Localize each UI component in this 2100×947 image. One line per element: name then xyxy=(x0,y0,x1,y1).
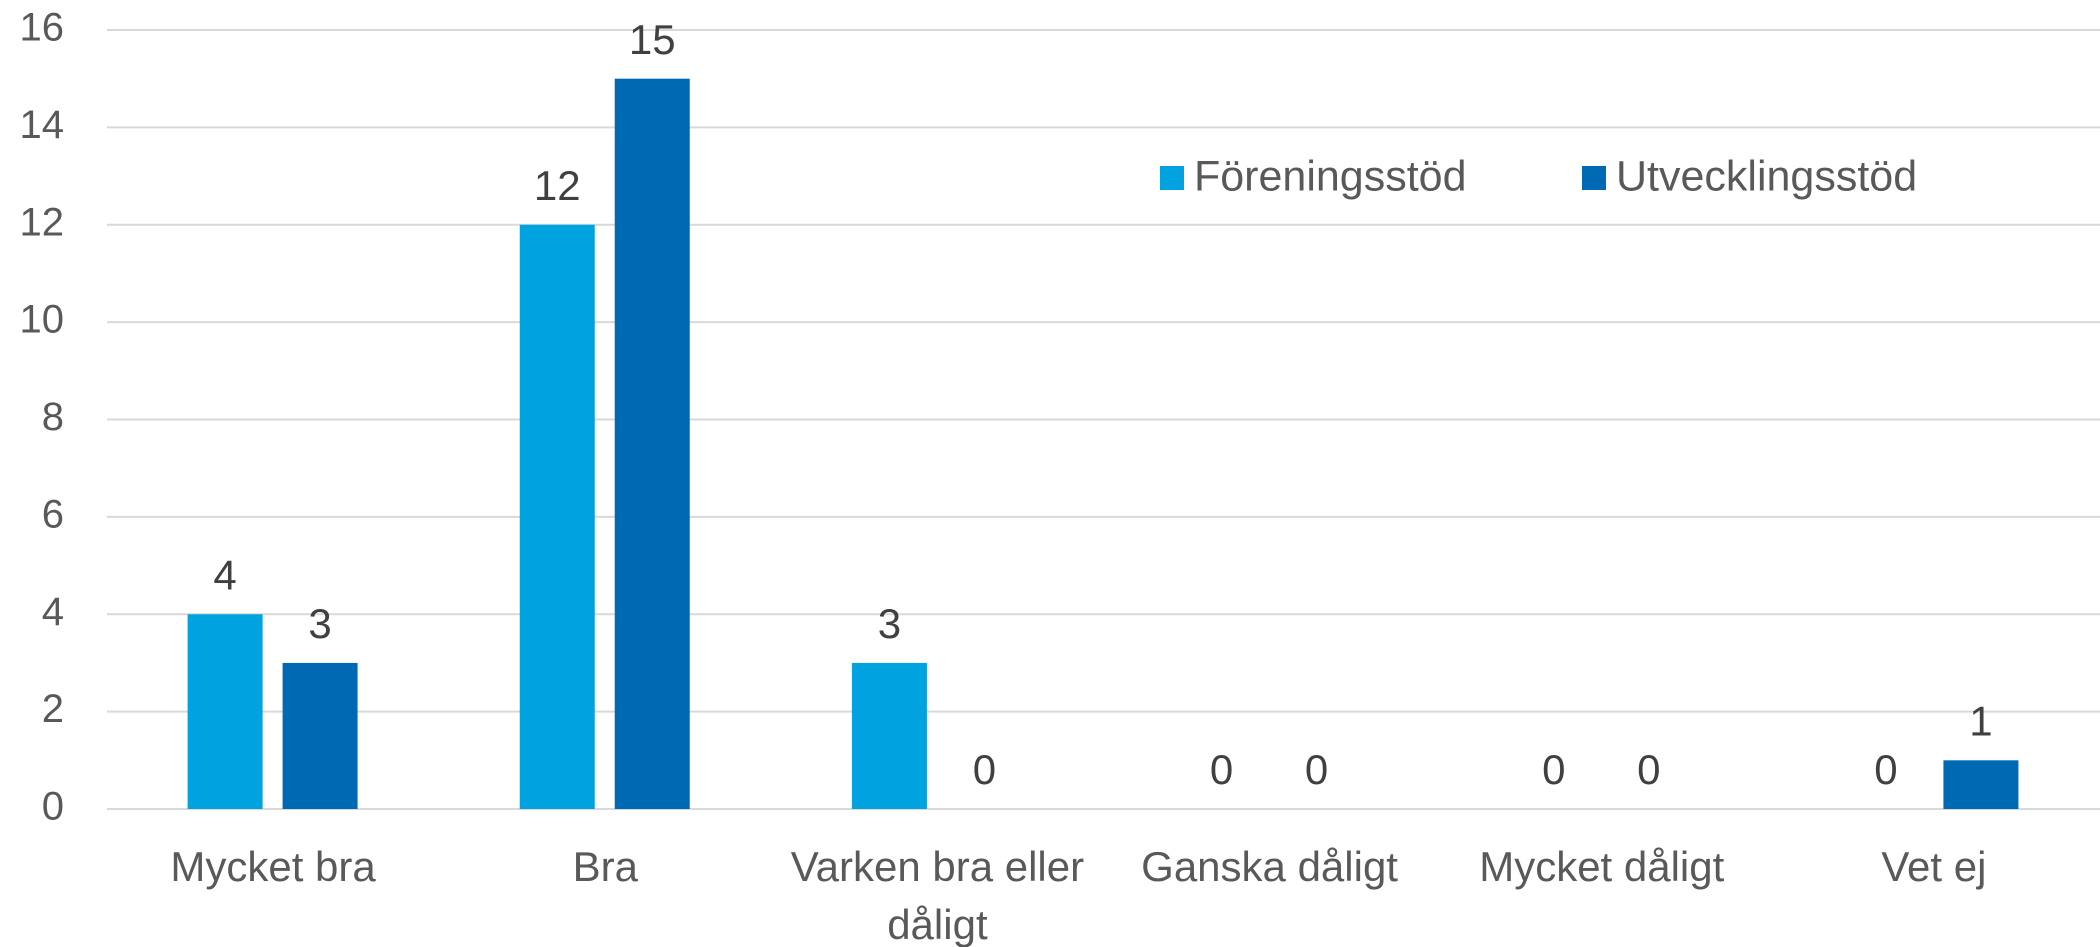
data-label: 3 xyxy=(878,600,901,647)
data-label: 1 xyxy=(1969,697,1992,744)
data-label: 0 xyxy=(973,746,996,793)
y-tick-label: 16 xyxy=(20,6,65,50)
x-tick-label: Mycket bra xyxy=(170,843,376,890)
bar xyxy=(519,224,595,809)
bar xyxy=(851,662,927,809)
data-label: 0 xyxy=(1637,746,1660,793)
y-tick-label: 14 xyxy=(20,103,65,147)
legend-swatch xyxy=(1582,166,1606,190)
bar xyxy=(1943,760,2019,809)
data-label: 0 xyxy=(1874,746,1897,793)
data-label: 0 xyxy=(1210,746,1233,793)
y-tick-label: 0 xyxy=(42,785,64,829)
x-tick-label: Ganska dåligt xyxy=(1141,843,1398,890)
data-label: 0 xyxy=(1542,746,1565,793)
x-tick-label: Vet ej xyxy=(1881,843,1987,890)
data-label: 12 xyxy=(534,162,581,209)
x-tick-label: Bra xyxy=(572,843,638,890)
y-tick-label: 12 xyxy=(20,200,65,244)
data-label: 3 xyxy=(308,600,331,647)
data-label: 15 xyxy=(629,16,676,63)
legend-swatch xyxy=(1160,166,1184,190)
x-tick-label: Mycket dåligt xyxy=(1479,843,1725,890)
data-label: 0 xyxy=(1305,746,1328,793)
bar xyxy=(282,662,358,809)
data-label: 4 xyxy=(213,551,236,598)
bar xyxy=(187,614,263,809)
legend-label: Utvecklingsstöd xyxy=(1616,152,1917,200)
legend-label: Föreningsstöd xyxy=(1194,152,1467,200)
bar xyxy=(614,78,690,809)
y-tick-label: 2 xyxy=(42,687,64,731)
y-tick-label: 4 xyxy=(42,590,64,634)
y-tick-label: 8 xyxy=(42,395,64,439)
y-tick-label: 10 xyxy=(20,298,65,342)
x-tick-label: Varken bra eller dåligt xyxy=(790,843,1085,947)
y-tick-label: 6 xyxy=(42,492,64,536)
